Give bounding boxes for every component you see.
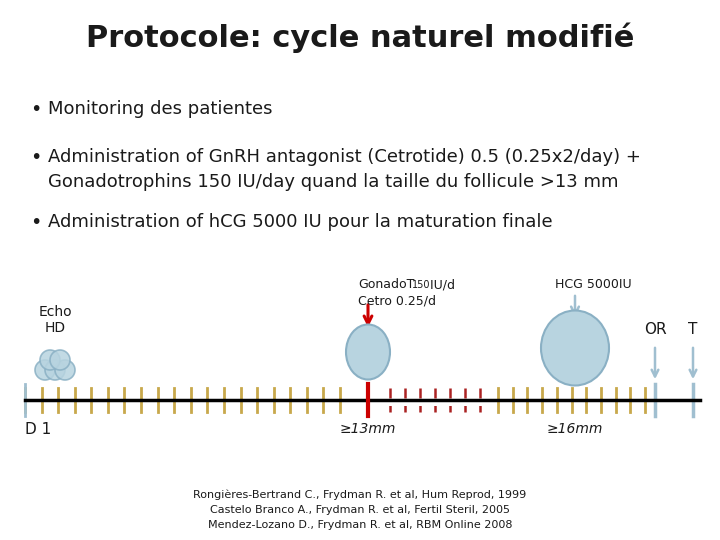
Circle shape	[45, 360, 65, 380]
Circle shape	[55, 360, 75, 380]
Circle shape	[40, 350, 60, 370]
Text: HD: HD	[45, 321, 66, 335]
Text: Monitoring des patientes: Monitoring des patientes	[48, 100, 272, 118]
Text: IU/d: IU/d	[426, 278, 455, 291]
Text: Gonadotrophins 150 IU/day quand la taille du follicule >13 mm: Gonadotrophins 150 IU/day quand la taill…	[48, 173, 618, 191]
Text: Administration of GnRH antagonist (Cetrotide) 0.5 (0.25x2/day) +: Administration of GnRH antagonist (Cetro…	[48, 148, 641, 166]
Text: Administration of hCG 5000 IU pour la maturation finale: Administration of hCG 5000 IU pour la ma…	[48, 213, 553, 231]
Text: Cetro 0.25/d: Cetro 0.25/d	[358, 294, 436, 307]
Text: Protocole: cycle naturel modifié: Protocole: cycle naturel modifié	[86, 23, 634, 53]
Circle shape	[35, 360, 55, 380]
Text: •: •	[30, 148, 41, 167]
Text: HCG 5000IU: HCG 5000IU	[555, 278, 631, 291]
Text: GonadoT: GonadoT	[358, 278, 415, 291]
Ellipse shape	[346, 325, 390, 380]
Text: •: •	[30, 100, 41, 119]
Text: ≥16mm: ≥16mm	[546, 422, 603, 436]
Circle shape	[50, 350, 70, 370]
Text: Echo: Echo	[38, 305, 72, 319]
Text: Rongières-Bertrand C., Frydman R. et al, Hum Reprod, 1999
Castelo Branco A., Fry: Rongières-Bertrand C., Frydman R. et al,…	[194, 490, 526, 530]
Text: ≥13mm: ≥13mm	[340, 422, 396, 436]
Text: OR: OR	[644, 322, 666, 338]
Text: D 1: D 1	[25, 422, 51, 437]
Ellipse shape	[541, 310, 609, 386]
Text: T: T	[688, 322, 698, 338]
Text: 150: 150	[412, 280, 431, 290]
Text: •: •	[30, 213, 41, 232]
